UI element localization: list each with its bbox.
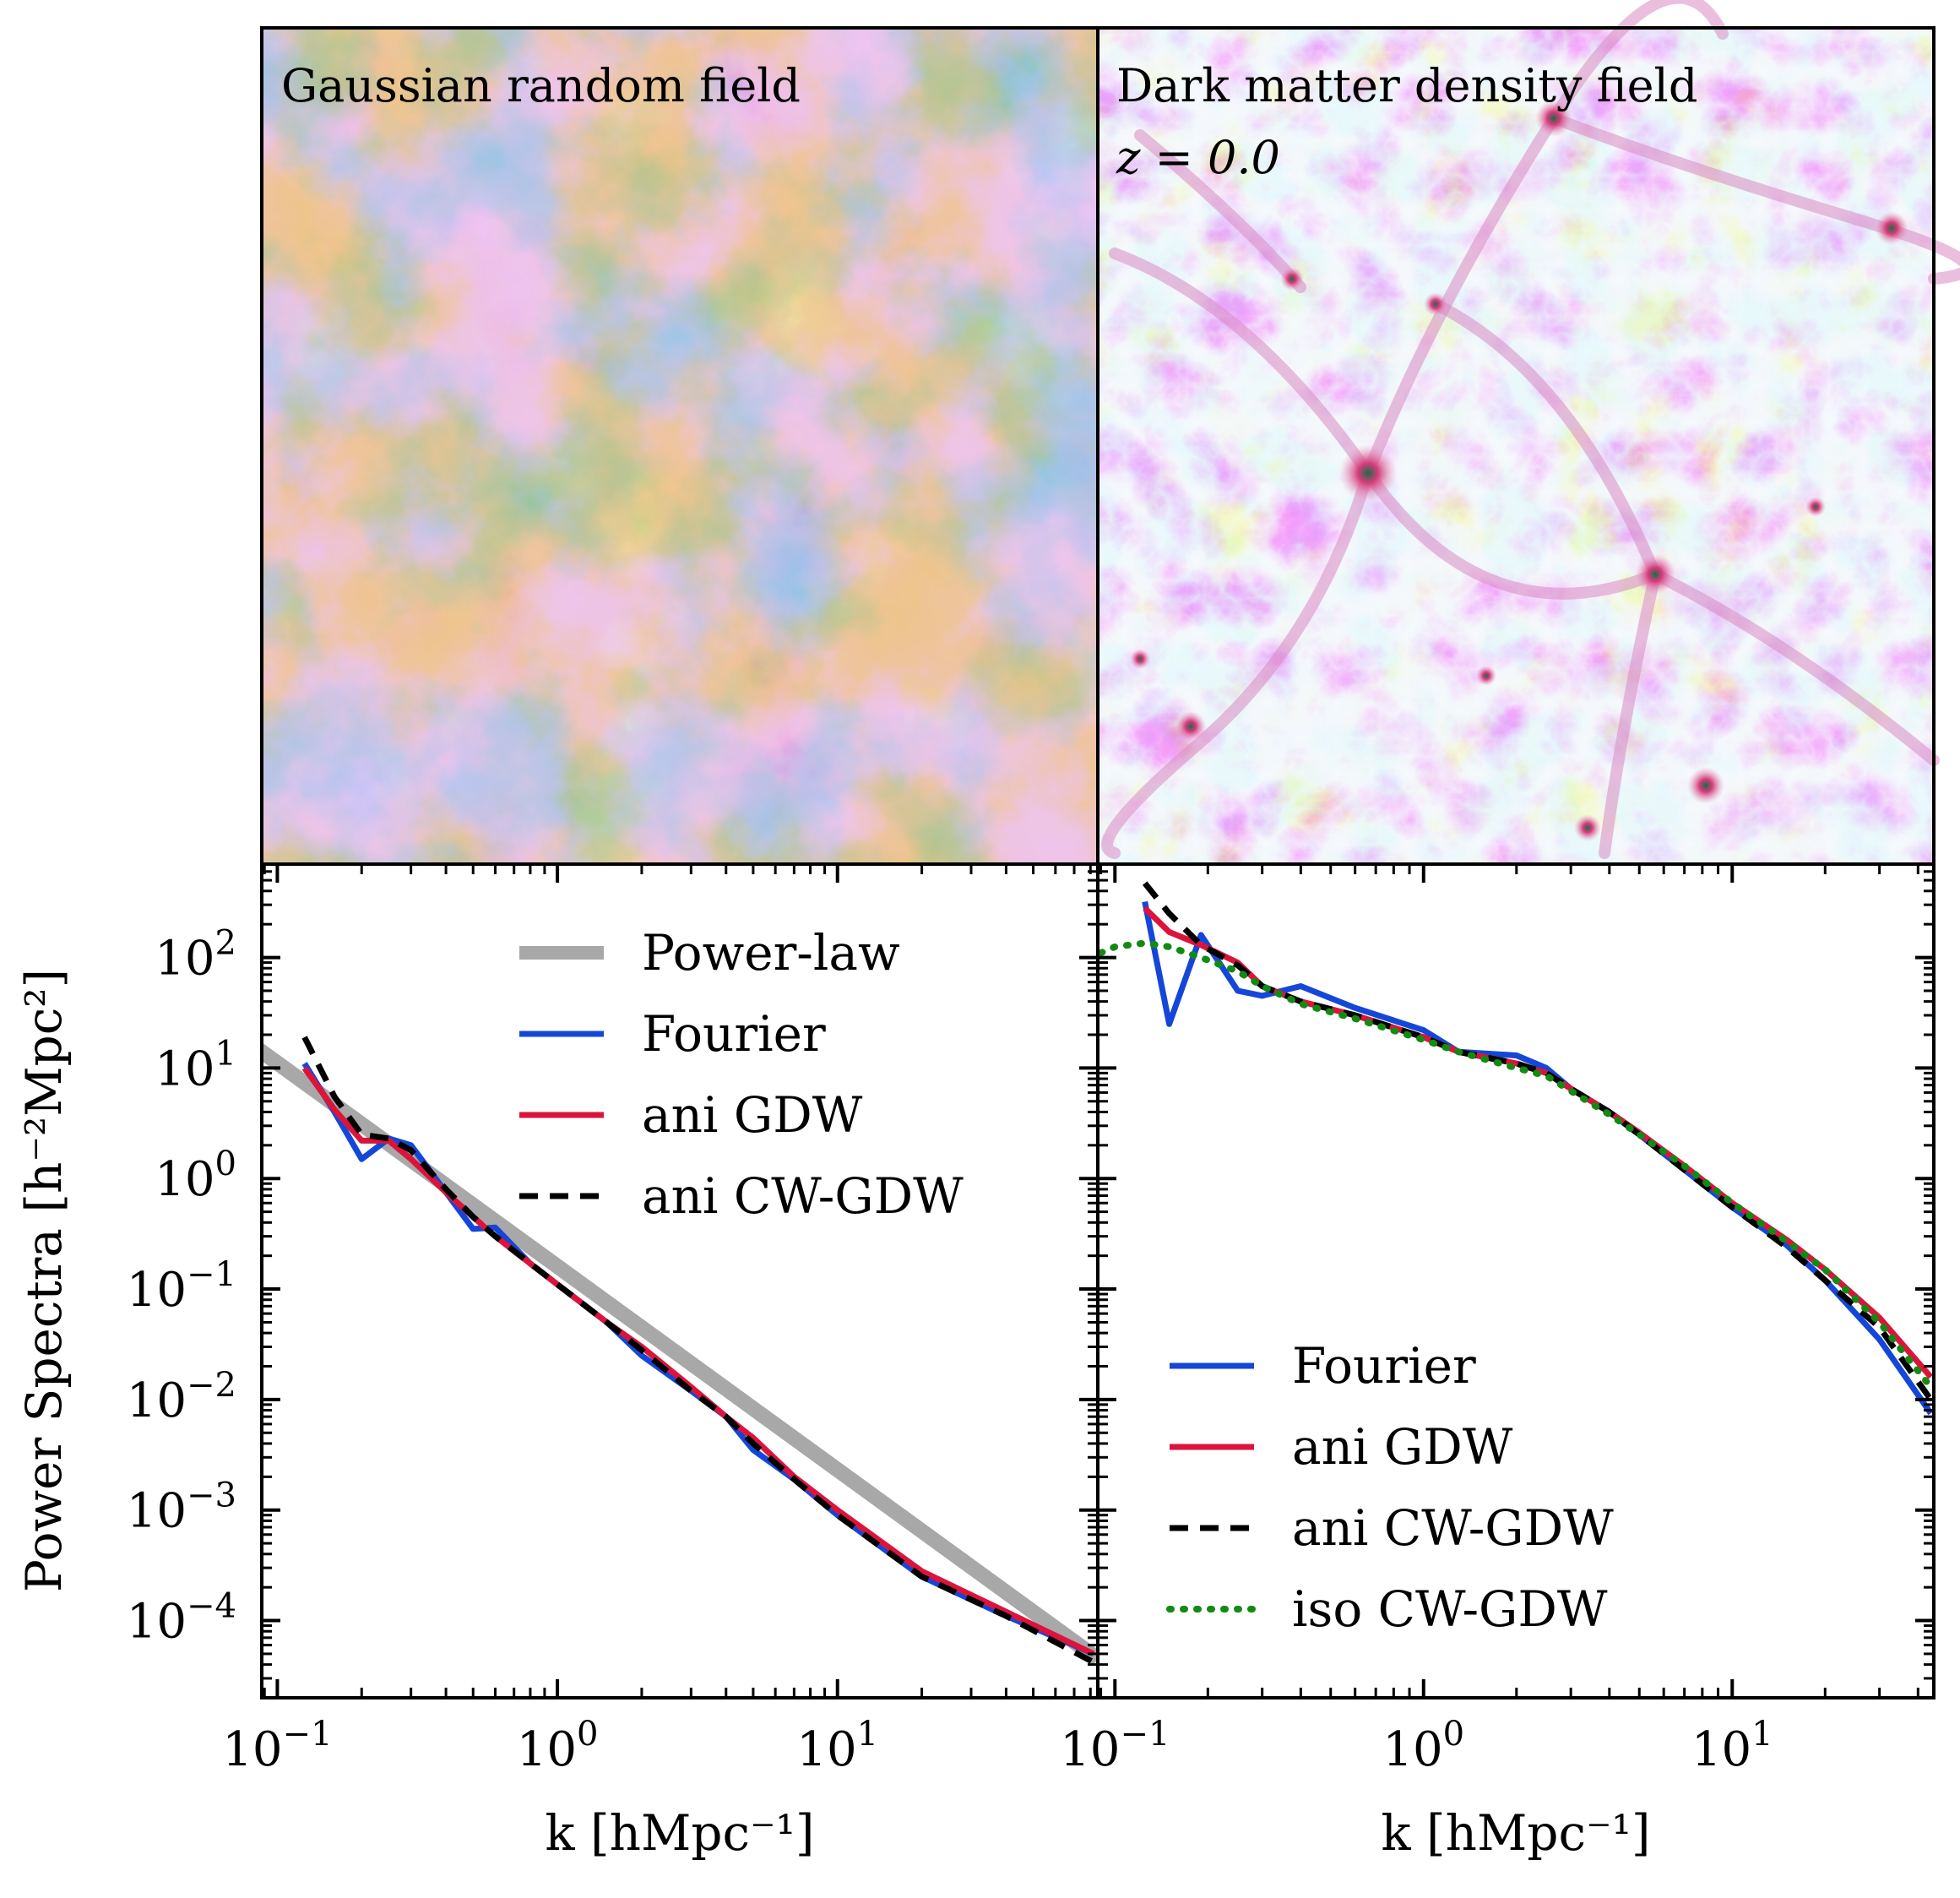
series-ani-gdw (1143, 905, 1934, 1379)
left-x-axis-label: k [hMpc⁻¹] (545, 1804, 814, 1862)
dm-halo (1687, 767, 1724, 804)
y-tick-label: 100 (155, 1145, 236, 1207)
right-legend: Fourier ani GDW ani CW-GDW iso CW-GDW (1166, 1337, 1614, 1638)
redshift-label: z = 0.0 (1116, 131, 1280, 184)
dm-halo (1805, 497, 1826, 517)
y-axis-label: Power Spectra [h⁻²Mpc²] (15, 969, 73, 1592)
left-legend: Power-law Fourier ani GDW ani CW-GDW (519, 924, 964, 1225)
x-tick-label: 100 (517, 1715, 599, 1777)
dm-halo (1424, 292, 1447, 316)
x-tick-label: 10−1 (222, 1715, 332, 1777)
series-fourier (1142, 900, 1934, 1416)
dm-halo (1875, 211, 1908, 245)
dm-halo (1175, 711, 1206, 742)
legend-label: Fourier (1292, 1337, 1476, 1395)
legend-item-ani-gdw: ani GDW (1170, 1418, 1513, 1476)
dark-matter-density-image (1098, 28, 1934, 864)
y-tick-label: 10−2 (127, 1366, 236, 1428)
dm-halo (1476, 666, 1496, 686)
dm-halo (1339, 444, 1397, 502)
legend-label: Fourier (642, 1005, 826, 1063)
y-tick-label: 10−3 (127, 1477, 236, 1539)
legend-item-power-law: Power-law (519, 924, 900, 982)
left-axis-ticks: 10−1 100 101 10−4 10−3 10−2 10−1 100 101 102 (127, 862, 1098, 1777)
y-tick-label: 10−1 (127, 1255, 236, 1318)
legend-label: iso CW-GDW (1292, 1580, 1608, 1638)
grf-panel-title: Gaussian random field (281, 59, 801, 112)
legend-label: ani CW-GDW (642, 1167, 964, 1225)
dm-halo (1535, 100, 1572, 137)
x-tick-label: 101 (1691, 1715, 1773, 1777)
legend-label: ani CW-GDW (1292, 1499, 1614, 1557)
legend-label: ani GDW (642, 1086, 863, 1144)
legend-label: ani GDW (1292, 1418, 1513, 1476)
dark-matter-density-panel: Dark matter density field z = 0.0 (1096, 0, 1960, 866)
y-tick-label: 10−4 (127, 1587, 236, 1650)
dm-halos (1130, 100, 1908, 841)
left-power-spectrum-plot: 10−1 100 101 10−4 10−3 10−2 10−1 100 101 102 Powe… (15, 862, 1099, 1862)
dm-halo (1280, 267, 1304, 291)
legend-item-ani-gdw: ani GDW (519, 1086, 863, 1144)
x-tick-label: 100 (1382, 1715, 1464, 1777)
legend-item-fourier: Fourier (519, 1005, 826, 1063)
dm-halo (1574, 814, 1601, 841)
dm-halo (1130, 649, 1150, 669)
legend-item-iso-cw-gdw: iso CW-GDW (1166, 1580, 1608, 1638)
legend-item-ani-cw-gdw: ani CW-GDW (519, 1167, 964, 1225)
legend-item-ani-cw-gdw: ani CW-GDW (1170, 1499, 1614, 1557)
legend-label: Power-law (642, 924, 900, 982)
dm-panel-title: Dark matter density field (1116, 59, 1697, 112)
series-ani-cw-gdw (1142, 881, 1934, 1401)
series-iso-cw-gdw (1098, 939, 1934, 1390)
right-axis-ticks: 10−1 100 101 (1060, 862, 1934, 1777)
right-x-axis-label: k [hMpc⁻¹] (1381, 1804, 1650, 1862)
legend-item-fourier: Fourier (1170, 1337, 1476, 1395)
dm-halo (1635, 554, 1675, 595)
y-tick-label: 102 (155, 924, 236, 987)
y-tick-label: 101 (155, 1034, 236, 1096)
gaussian-random-field-image (262, 28, 1098, 864)
x-tick-label: 101 (796, 1715, 878, 1777)
right-power-spectrum-plot: 10−1 100 101 Fourier ani GDW ani CW-GDW iso C… (1060, 862, 1936, 1862)
series-ani-cw-gdw (301, 1036, 1095, 1665)
gaussian-random-field-panel: Gaussian random field (260, 26, 1099, 866)
x-tick-label: 10−1 (1060, 1715, 1170, 1777)
